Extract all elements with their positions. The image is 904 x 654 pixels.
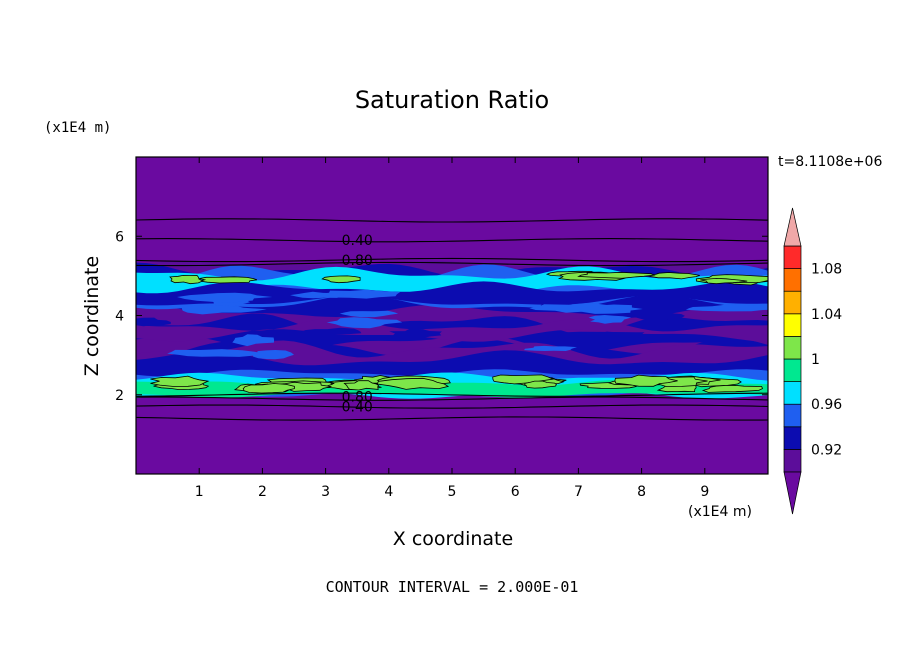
band-patch: [301, 327, 362, 335]
colorbar-swatch: [783, 449, 802, 473]
band-patch: [181, 305, 267, 315]
colorbar-swatch: [783, 381, 802, 405]
colorbar-label: 0.96: [811, 397, 842, 413]
contour-line: [136, 238, 768, 243]
y-axis-label: Z coordinate: [81, 255, 103, 377]
colorbar-label: 1.08: [811, 262, 842, 278]
x-tick-label: 1: [195, 484, 204, 500]
colorbar-swatch: [783, 268, 802, 292]
band-patch: [326, 317, 403, 329]
colorbar-swatch: [783, 290, 802, 315]
band-patch: [635, 313, 685, 321]
contour-label: 0.80: [342, 253, 373, 269]
moist-patch: [150, 375, 210, 387]
band-patch: [232, 334, 275, 347]
colorbar-swatch: [783, 426, 802, 450]
colorbar-swatch: [783, 358, 802, 382]
moist-patch: [199, 276, 258, 284]
band-patch: [339, 310, 399, 318]
moist-patch: [614, 374, 678, 387]
moist-patch: [242, 383, 295, 394]
contour-label: 0.80: [342, 390, 373, 406]
x-tick-label: 7: [574, 484, 583, 500]
band-patch: [536, 331, 645, 337]
x-tick-label: 6: [511, 484, 520, 500]
band-patch: [136, 317, 171, 327]
band-patch: [524, 345, 577, 351]
contour-label: 0.40: [342, 233, 373, 249]
band-patch: [167, 349, 265, 357]
contour-line: [136, 218, 768, 223]
x-axis-unit: (x1E4 m): [688, 504, 752, 520]
contour-line: [136, 404, 768, 409]
band-patch: [588, 315, 632, 324]
moist-patch: [343, 380, 380, 391]
contour-line: [136, 396, 768, 401]
y-tick-label: 2: [115, 388, 124, 404]
band-patch: [252, 350, 294, 360]
band-patch: [529, 302, 622, 313]
band-navy-mid-upper: [136, 281, 768, 306]
colorbar-over-arrow: [783, 207, 802, 247]
band-patch: [290, 291, 346, 299]
contour-line: [136, 416, 768, 421]
colorbar-swatch: [783, 313, 802, 337]
band-patch: [685, 304, 768, 312]
band-patch: [177, 292, 273, 303]
colorbar-swatch: [783, 403, 802, 428]
x-tick-label: 8: [637, 484, 646, 500]
colorbar-swatch: [783, 336, 802, 360]
x-tick-label: 3: [321, 484, 330, 500]
moist-patch: [524, 380, 557, 389]
contour-lines: [136, 218, 768, 421]
moist-patch: [577, 271, 656, 279]
y-axis-unit: (x1E4 m): [44, 120, 112, 136]
contour-interval-note: CONTOUR INTERVAL = 2.000E-01: [325, 578, 579, 596]
chart-title: Saturation Ratio: [354, 86, 550, 114]
x-tick-label: 4: [384, 484, 393, 500]
colorbar-label: 0.92: [811, 442, 842, 458]
contour-labels: 0.400.800.800.40: [342, 233, 373, 415]
time-stamp: t=8.1108e+06: [778, 154, 883, 170]
colorbar-label: 1: [811, 352, 820, 368]
colorbar-label: 1.04: [811, 307, 842, 323]
colorbar-under-arrow: [783, 471, 802, 515]
moist-patch: [321, 275, 361, 284]
contour-line: [136, 261, 768, 267]
contour-field: [136, 157, 768, 474]
moist-patch: [376, 377, 450, 390]
x-axis-label: X coordinate: [392, 528, 514, 550]
moist-patch: [701, 384, 764, 393]
colorbar: 0.92 0.96 1 1.04 1.08: [783, 207, 842, 515]
contour-label: 0.40: [342, 400, 373, 416]
colorbar-swatch: [783, 245, 802, 269]
moist-patch: [700, 277, 748, 285]
y-tick-label: 6: [115, 229, 124, 245]
contour-line: [136, 257, 768, 263]
x-tick-label: 2: [258, 484, 267, 500]
y-tick-label: 4: [115, 309, 124, 325]
axis-ticks: 1 2 3 4 5 6 7 8 9 2 4 6: [115, 157, 768, 500]
x-tick-label: 9: [700, 484, 709, 500]
contour-line: [136, 392, 768, 397]
moist-patch: [169, 274, 204, 285]
band-purple-mid: [136, 317, 768, 343]
band-purple-low: [136, 340, 768, 366]
band-patch: [389, 328, 442, 339]
x-tick-label: 5: [448, 484, 457, 500]
